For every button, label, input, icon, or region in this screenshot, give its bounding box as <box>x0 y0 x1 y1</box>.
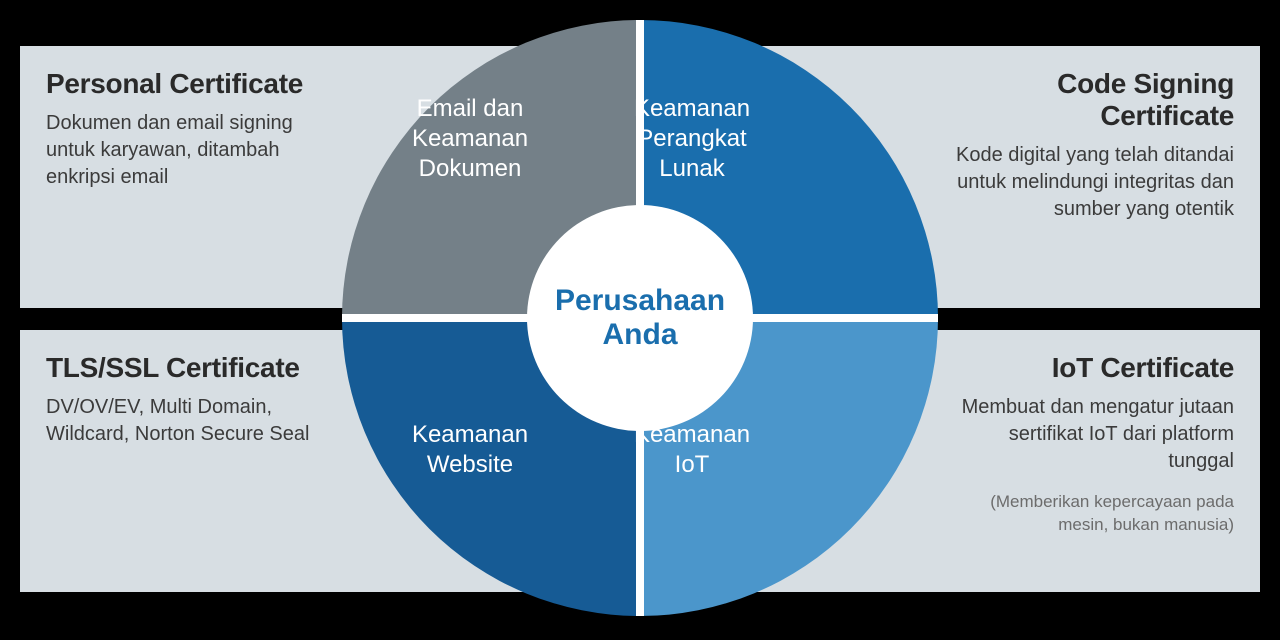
infographic-stage: Personal Certificate Dokumen dan email s… <box>0 0 1280 640</box>
center-label: Perusahaan Anda <box>527 205 753 431</box>
